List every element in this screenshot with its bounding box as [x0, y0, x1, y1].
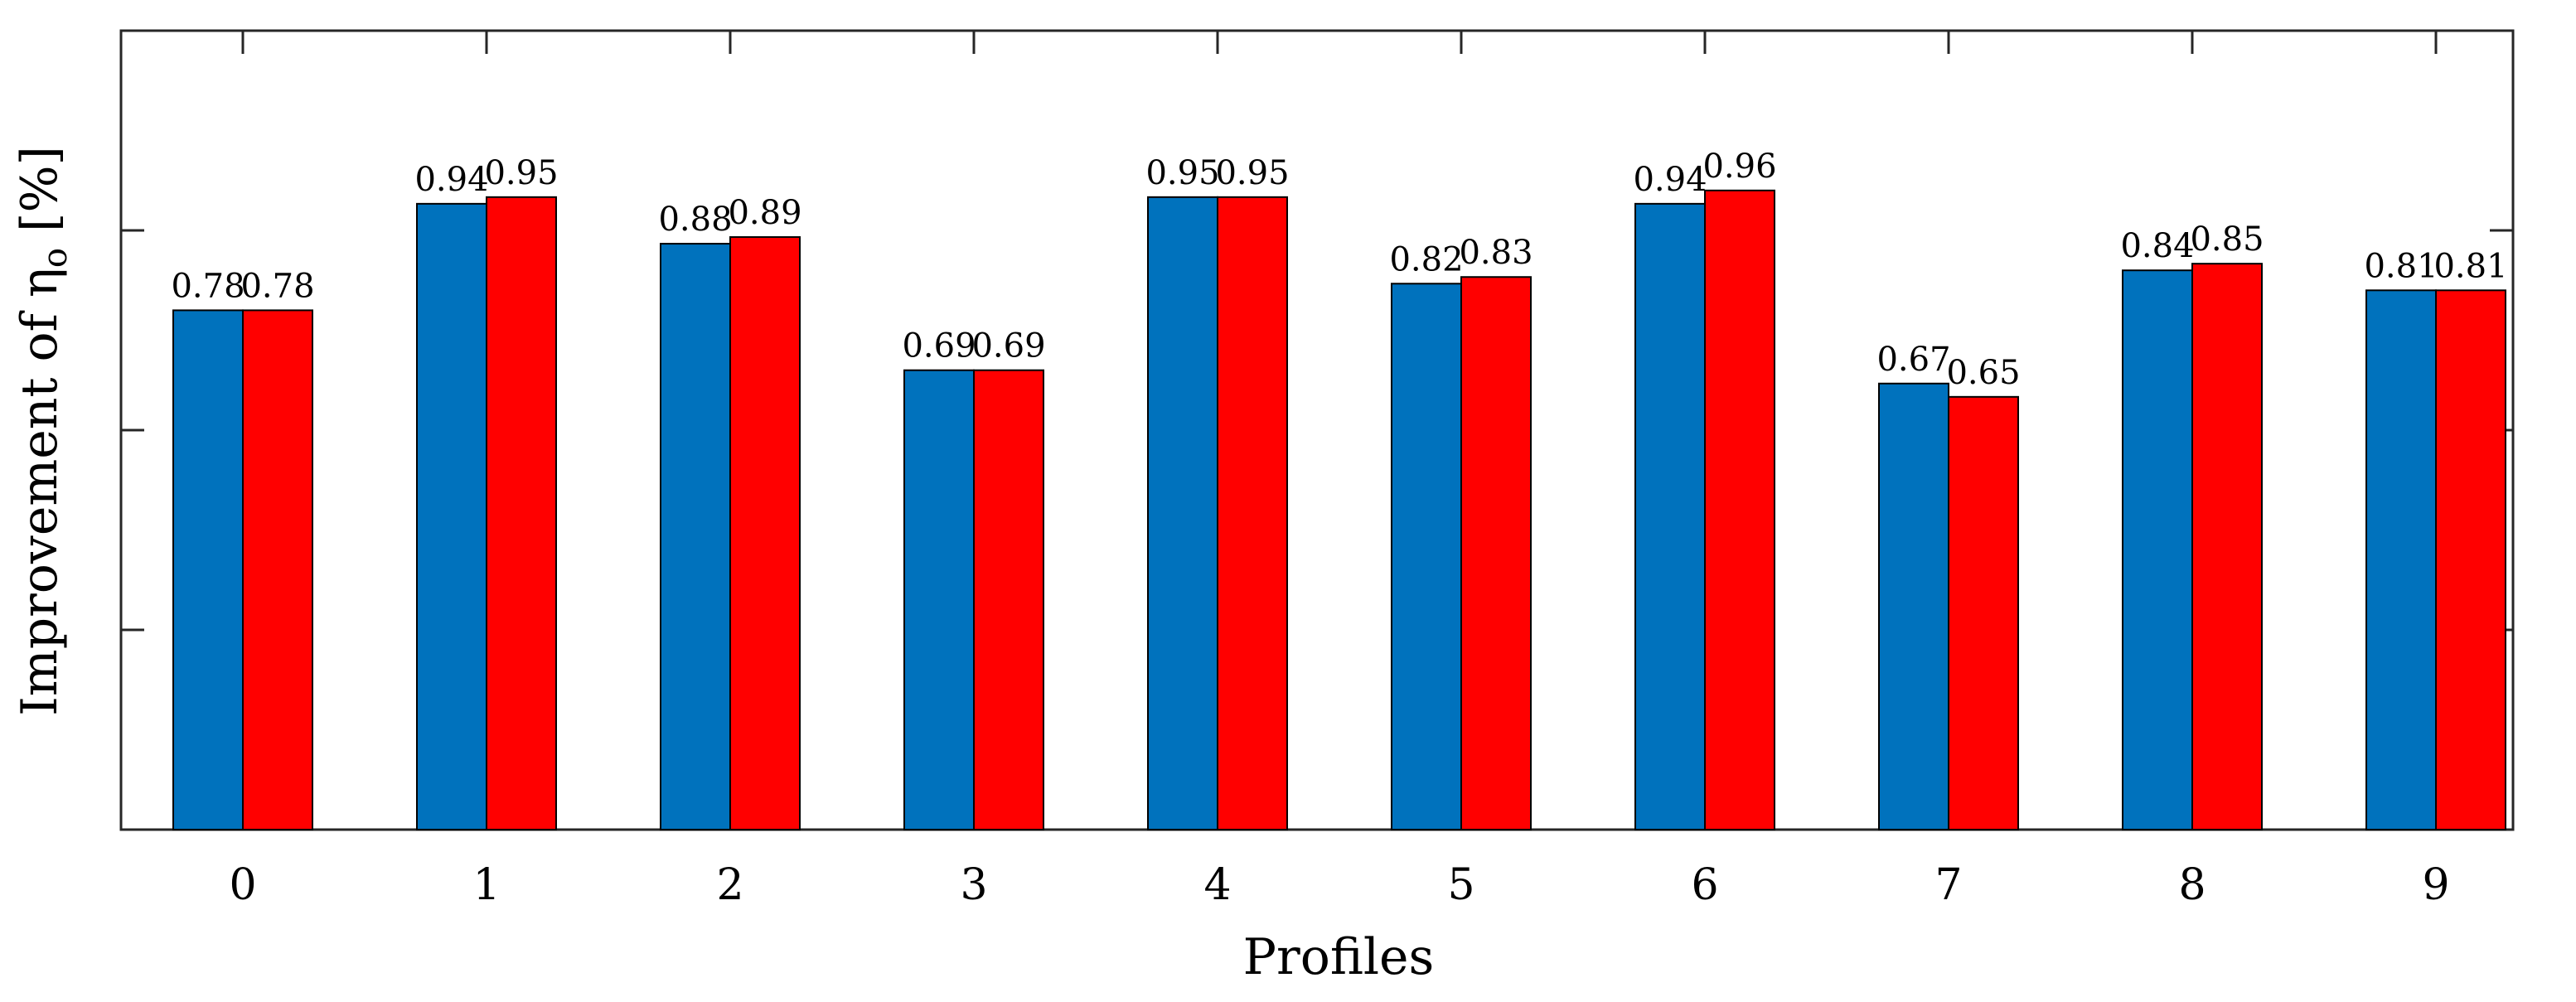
- data-label-series-2: 0.81: [2433, 247, 2507, 285]
- bar-series-1: [2122, 269, 2193, 830]
- bar-series-2: [729, 236, 801, 830]
- bar-series-2: [1460, 276, 1532, 830]
- bar-series-2: [973, 369, 1044, 830]
- x-tick-label: 4: [1203, 860, 1231, 910]
- bar-series-1: [660, 243, 731, 831]
- data-label-series-1: 0.69: [902, 327, 976, 365]
- bar-series-1: [1878, 382, 1949, 830]
- y-axis-label-main: Improvement of η: [11, 268, 69, 716]
- bar-series-2: [2435, 289, 2506, 830]
- data-label-series-2: 0.95: [484, 154, 558, 192]
- y-axis-label-unit: [%]: [11, 146, 69, 248]
- bar-series-1: [2365, 289, 2437, 830]
- data-label-series-2: 0.95: [1215, 154, 1289, 192]
- bar-series-1: [903, 369, 975, 830]
- data-label-series-2: 0.65: [1946, 354, 2020, 392]
- bar-series-2: [1704, 189, 1775, 831]
- x-tick-label: 1: [472, 860, 500, 910]
- x-tick-label: 8: [2178, 860, 2206, 910]
- bar-series-2: [1948, 395, 2019, 831]
- bar-series-2: [2191, 263, 2263, 830]
- data-label-series-1: 0.78: [171, 267, 245, 305]
- data-label-series-2: 0.85: [2190, 220, 2264, 259]
- bar-series-1: [172, 309, 244, 830]
- data-label-series-1: 0.95: [1145, 154, 1219, 192]
- y-axis-label-subscript: o: [36, 248, 75, 268]
- bar-series-2: [486, 196, 557, 831]
- data-label-series-2: 0.89: [728, 194, 801, 232]
- data-label-series-2: 0.78: [240, 267, 314, 305]
- x-tick-label: 0: [229, 860, 256, 910]
- bar-series-1: [416, 202, 487, 831]
- bar-series-1: [1391, 283, 1462, 830]
- x-tick-label: 3: [960, 860, 987, 910]
- bar-series-1: [1634, 202, 1706, 831]
- data-label-series-1: 0.84: [2120, 227, 2194, 265]
- x-tick-label: 5: [1447, 860, 1474, 910]
- bar-series-2: [242, 309, 313, 830]
- data-label-series-1: 0.81: [2364, 247, 2438, 285]
- data-label-series-1: 0.94: [414, 161, 488, 199]
- x-axis-label: Profiles: [1243, 928, 1435, 986]
- data-label-series-1: 0.82: [1389, 240, 1463, 278]
- data-label-series-1: 0.94: [1633, 161, 1707, 199]
- x-tick-label: 2: [716, 860, 743, 910]
- bar-series-1: [1147, 196, 1218, 831]
- x-tick-label: 6: [1691, 860, 1718, 910]
- x-tick-label: 7: [1934, 860, 1962, 910]
- x-tick-label: 9: [2422, 860, 2449, 910]
- data-label-series-2: 0.96: [1702, 148, 1776, 186]
- y-axis-label: Improvement of ηo [%]: [11, 146, 75, 716]
- bar-series-2: [1217, 196, 1288, 831]
- data-label-series-1: 0.88: [658, 201, 732, 239]
- data-label-series-2: 0.83: [1459, 234, 1533, 272]
- data-label-series-2: 0.69: [971, 327, 1045, 365]
- data-label-series-1: 0.67: [1876, 341, 1950, 379]
